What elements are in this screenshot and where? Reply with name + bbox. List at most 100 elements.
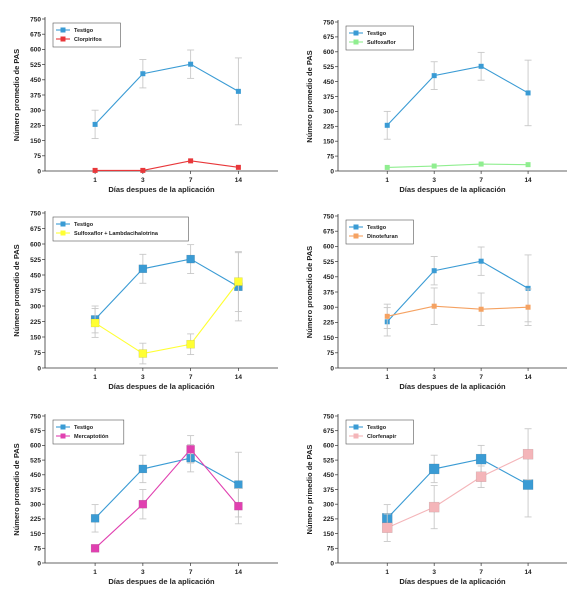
legend-label: Dinotefuran	[367, 234, 399, 240]
y-tick-label: 75	[327, 350, 335, 357]
y-tick-label: 600	[323, 49, 334, 56]
data-point	[428, 501, 440, 513]
data-point	[234, 277, 243, 286]
data-point	[90, 544, 100, 553]
legend-box	[345, 25, 414, 51]
legend-box	[345, 219, 414, 245]
x-axis-label: Días despues de la aplicación	[108, 577, 215, 586]
data-point	[475, 453, 487, 465]
data-point	[140, 167, 146, 173]
legend-swatch-marker	[353, 424, 359, 430]
series-dinotefuran	[383, 287, 532, 329]
y-tick-label: 0	[330, 560, 334, 567]
y-tick-label: 450	[323, 472, 334, 479]
y-tick-label: 450	[30, 77, 41, 84]
legend-swatch-marker	[353, 433, 359, 439]
y-tick-label: 150	[30, 531, 41, 538]
data-point	[384, 164, 390, 170]
y-tick-label: 600	[323, 244, 334, 251]
legend-label: Testigo	[74, 28, 94, 34]
legend: Testigo Dinotefuran	[345, 219, 414, 245]
y-tick-label: 675	[30, 226, 41, 233]
data-point	[478, 306, 484, 312]
series-clorfenapir	[381, 428, 534, 542]
series-mercaptoti-n	[90, 435, 243, 553]
data-point	[431, 163, 437, 169]
legend-swatch-marker	[60, 230, 66, 236]
y-axis-label: Número promedio de PAS	[12, 244, 21, 336]
y-tick-label: 300	[30, 303, 41, 310]
series-testigo	[381, 444, 534, 533]
y-tick-label: 750	[30, 413, 41, 420]
y-tick-label: 300	[323, 502, 334, 509]
legend-label: Sulfoxaflor	[367, 40, 397, 46]
data-point	[186, 445, 195, 454]
x-tick-label: 7	[189, 374, 193, 381]
data-point	[92, 121, 98, 127]
x-tick-label: 14	[524, 374, 532, 381]
legend-label: Testigo	[74, 425, 94, 431]
x-tick-label: 7	[479, 177, 483, 184]
y-tick-label: 375	[30, 92, 41, 99]
series-clorpirifos	[92, 158, 241, 173]
legend-label: Testigo	[367, 225, 387, 231]
data-point	[138, 464, 148, 474]
x-tick-label: 1	[93, 374, 97, 381]
x-tick-label: 1	[93, 177, 97, 184]
y-tick-label: 525	[30, 62, 41, 69]
y-tick-label: 675	[30, 428, 41, 435]
y-tick-label: 75	[34, 153, 42, 160]
data-point	[138, 264, 148, 274]
y-tick-label: 375	[323, 487, 334, 494]
y-tick-label: 225	[323, 516, 334, 523]
chart-panel-6: 0 75 150 225 300 375 450 525 600 675 750 1 3 7 14 Días …	[305, 413, 567, 586]
data-point	[381, 522, 393, 533]
y-tick-label: 0	[37, 560, 41, 567]
data-point	[428, 463, 440, 475]
y-tick-label: 225	[30, 123, 41, 130]
x-tick-label: 3	[141, 374, 145, 381]
legend-label: Testigo	[367, 425, 387, 431]
data-point	[90, 514, 100, 523]
x-tick-label: 3	[141, 177, 145, 184]
y-axis-label: Número promedio de PAS	[12, 443, 21, 535]
series-line	[94, 63, 239, 125]
y-tick-label: 375	[323, 289, 334, 296]
x-tick-label: 14	[524, 177, 532, 184]
legend-swatch-marker	[60, 27, 66, 33]
x-axis-label: Días despues de la aplicación	[108, 185, 215, 194]
y-tick-label: 525	[30, 457, 41, 464]
chart-panel-3: 0 75 150 225 300 375 450 525 600 675 750 1 3 7 14 Días …	[12, 210, 278, 391]
y-tick-label: 450	[323, 79, 334, 86]
y-tick-label: 0	[330, 365, 334, 372]
series-testigo	[90, 443, 243, 533]
y-tick-label: 225	[30, 319, 41, 326]
y-tick-label: 525	[323, 64, 334, 71]
x-tick-label: 7	[479, 374, 483, 381]
data-point	[525, 90, 531, 96]
y-axis-label: Número promedio de PAS	[305, 50, 314, 142]
series-line	[387, 453, 529, 529]
y-tick-label: 300	[323, 305, 334, 312]
y-tick-label: 675	[323, 34, 334, 41]
x-tick-label: 1	[93, 569, 97, 576]
y-tick-label: 0	[37, 168, 41, 175]
series-sulfoxaflor	[384, 161, 531, 170]
legend-box	[52, 22, 121, 48]
series-line	[94, 448, 239, 549]
data-point	[138, 349, 148, 358]
data-point	[475, 471, 487, 483]
y-tick-label: 75	[327, 546, 335, 553]
y-tick-label: 225	[323, 320, 334, 327]
data-point	[188, 158, 194, 164]
y-axis-label: Número primedio de PAS	[305, 445, 314, 535]
y-tick-label: 150	[323, 531, 334, 538]
y-tick-label: 225	[323, 124, 334, 131]
y-tick-label: 675	[323, 428, 334, 435]
y-tick-label: 150	[30, 138, 41, 145]
x-tick-label: 3	[141, 569, 145, 576]
data-point	[140, 71, 146, 77]
y-tick-label: 150	[30, 334, 41, 341]
x-tick-label: 3	[432, 177, 436, 184]
x-tick-label: 1	[385, 374, 389, 381]
